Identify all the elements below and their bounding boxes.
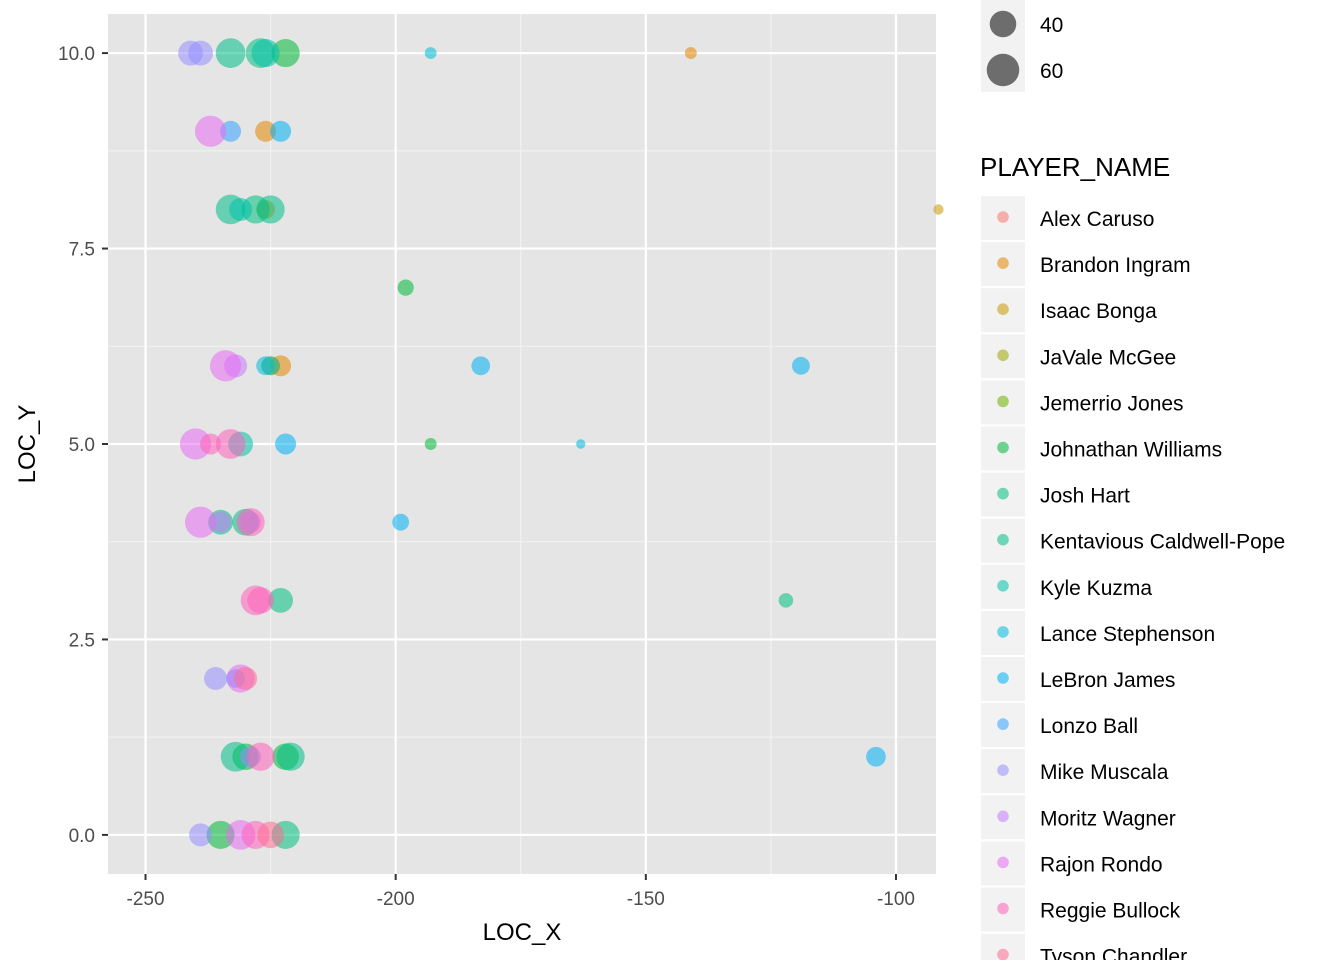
data-point [275,433,297,455]
data-point [236,508,265,537]
data-point [576,439,586,449]
x-axis-title: LOC_X [483,919,562,946]
color-legend-dot [997,810,1009,823]
data-point [229,197,253,221]
y-axis: 0.0 2.5 5.0 7.5 10.0 [58,44,108,847]
color-legend-dot [997,257,1009,269]
data-point [778,593,794,608]
data-point [684,47,697,60]
data-point [234,667,258,691]
data-point [194,115,227,147]
color-legend-label: JaVale McGee [1040,346,1176,369]
data-point [933,204,944,215]
data-point [268,587,294,613]
color-legend-label: LeBron James [1040,669,1175,692]
y-axis-title: LOC_Y [14,405,41,484]
data-point [276,742,305,771]
data-point [424,47,437,60]
color-legend-dot [997,580,1009,592]
color-legend: Alex Caruso Brandon Ingram Isaac Bonga JaVa… [981,196,1285,960]
color-legend-label: Lance Stephenson [1040,623,1215,646]
size-legend: 40 60 [981,0,1063,92]
size-legend-label: 40 [1040,14,1063,37]
color-legend-dot [997,718,1009,730]
data-point [209,350,242,382]
color-legend-label: Josh Hart [1040,485,1130,508]
color-legend-dot [997,626,1009,638]
data-point [220,120,242,142]
data-point [184,506,217,538]
color-legend-label: Lonzo Ball [1040,715,1138,738]
y-tick-label: 0.0 [69,826,95,847]
data-point [215,429,246,459]
data-point [271,39,300,68]
color-legend-label: Mike Muscala [1040,761,1169,784]
color-legend-title: PLAYER_NAME [980,152,1170,182]
y-tick-label: 2.5 [69,630,95,651]
color-legend-label: Rajon Rondo [1040,853,1163,876]
size-legend-label: 60 [1040,60,1063,83]
data-point [792,356,810,375]
color-legend-dot [997,902,1009,915]
color-legend-dot [997,349,1009,362]
x-tick-label: -200 [377,889,415,910]
color-legend-label: Brandon Ingram [1040,254,1191,277]
color-legend-dot [997,487,1009,500]
data-point [257,821,284,849]
x-tick-label: -150 [627,889,665,910]
data-point [255,120,277,142]
color-legend-label: Isaac Bonga [1040,300,1157,323]
color-legend-dot [997,441,1009,454]
color-legend-dot [997,303,1009,316]
data-point [246,742,275,771]
color-legend-label: Kentavious Caldwell-Pope [1040,531,1285,554]
data-point [188,40,213,66]
color-legend-label: Kyle Kuzma [1040,577,1152,600]
data-point [204,667,228,691]
data-point [866,746,886,767]
color-legend-dot [997,211,1009,223]
x-axis: -250 -200 -150 -100 [127,874,915,910]
data-point [256,195,285,224]
color-legend-dot [997,395,1009,408]
color-legend-dot [997,672,1009,684]
size-legend-circle [989,10,1017,38]
color-legend-label: Reggie Bullock [1040,900,1181,923]
data-point [270,120,292,142]
data-point [215,38,246,68]
data-point [220,741,251,772]
y-tick-label: 10.0 [58,44,95,65]
data-point [392,513,410,531]
data-point [189,823,213,847]
data-point [179,428,212,460]
data-point [210,511,232,533]
color-legend-label: Jemerrio Jones [1040,392,1184,415]
y-tick-label: 7.5 [69,240,95,261]
data-point [247,587,274,614]
color-legend-dot [997,533,1009,546]
color-legend-dot [997,764,1009,776]
color-legend-dot [997,948,1009,960]
data-point [471,356,491,376]
data-point [256,356,275,376]
data-point [200,433,222,455]
color-legend-label: Johnathan Williams [1040,439,1222,462]
color-legend-label: Moritz Wagner [1040,807,1176,830]
color-legend-label: Tyson Chandler [1040,946,1187,960]
color-legend-dot [997,856,1009,869]
y-tick-label: 5.0 [69,435,95,456]
x-tick-label: -250 [127,889,165,910]
data-points [178,38,944,850]
data-point [397,279,414,296]
size-legend-circle [986,53,1020,87]
color-legend-label: Alex Caruso [1040,208,1154,231]
data-point [424,438,437,450]
x-tick-label: -100 [877,889,915,910]
data-point [251,39,280,68]
